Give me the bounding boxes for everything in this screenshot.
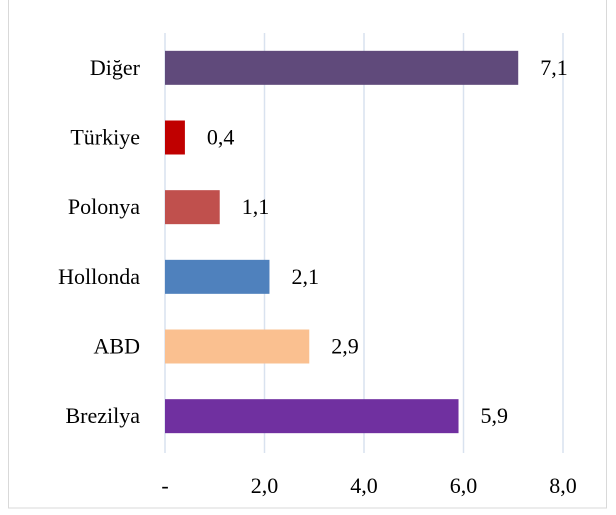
- y-tick-label: Diğer: [90, 55, 141, 80]
- y-tick-label: Polonya: [68, 194, 140, 219]
- x-tick-label: 4,0: [350, 473, 378, 498]
- value-label: 0,4: [207, 125, 235, 150]
- y-tick-label: Brezilya: [65, 403, 140, 428]
- x-tick-label: -: [161, 473, 168, 498]
- y-tick-label: Türkiye: [70, 125, 140, 150]
- bar: [165, 120, 185, 155]
- value-label: 5,9: [481, 403, 509, 428]
- x-tick-label: 8,0: [549, 473, 577, 498]
- y-tick-label: Hollonda: [58, 264, 140, 289]
- bar: [165, 329, 310, 364]
- value-label: 7,1: [540, 55, 568, 80]
- value-label: 1,1: [242, 194, 270, 219]
- value-label: 2,9: [331, 334, 359, 359]
- y-tick-label: ABD: [94, 334, 140, 359]
- bar: [165, 259, 270, 294]
- value-label: 2,1: [291, 264, 319, 289]
- x-tick-label: 6,0: [450, 473, 478, 498]
- bar: [165, 50, 519, 85]
- x-tick-label: 2,0: [251, 473, 279, 498]
- bar: [165, 190, 220, 225]
- bar: [165, 399, 459, 434]
